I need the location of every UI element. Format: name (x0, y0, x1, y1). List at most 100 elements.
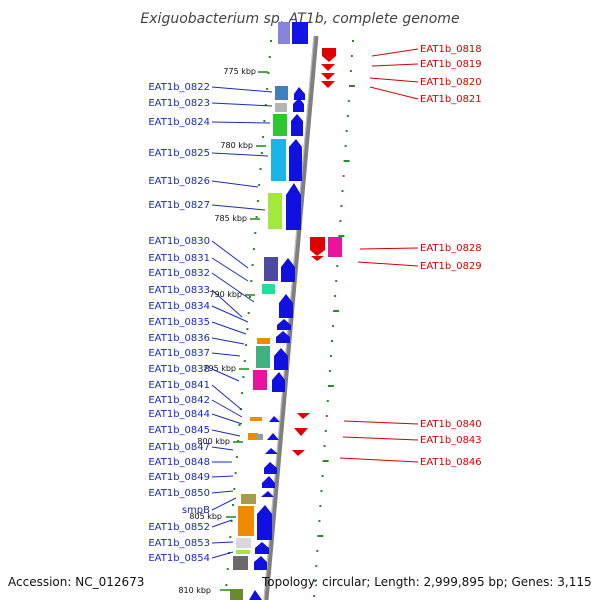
gene-arrow[interactable] (286, 183, 301, 230)
label-leader-line (211, 321, 247, 335)
gene-label[interactable]: EAT1b_0837 (148, 348, 210, 359)
label-leader-line (211, 102, 273, 107)
gene-arrow[interactable] (277, 319, 291, 330)
feature-block[interactable] (233, 556, 248, 570)
gene-label[interactable]: EAT1b_0829 (420, 261, 482, 272)
feature-block[interactable] (262, 284, 275, 294)
gene-arrow[interactable] (255, 542, 269, 554)
gene-label[interactable]: EAT1b_0842 (148, 395, 210, 406)
gene-arrow[interactable] (249, 590, 262, 600)
gene-label[interactable]: smpB (182, 505, 210, 516)
gene-label[interactable]: EAT1b_0827 (148, 200, 210, 211)
gene-label[interactable]: EAT1b_0820 (420, 77, 482, 88)
gene-label[interactable]: EAT1b_0847 (148, 442, 210, 453)
gene-arrow[interactable] (292, 450, 305, 456)
gene-arrow[interactable] (310, 237, 325, 256)
gene-label[interactable]: EAT1b_0825 (148, 148, 210, 159)
gene-label[interactable]: EAT1b_0823 (148, 98, 210, 109)
gene-arrow[interactable] (267, 433, 279, 440)
feature-block[interactable] (236, 538, 251, 548)
gene-label[interactable]: EAT1b_0821 (420, 94, 482, 105)
gc-dot (268, 56, 271, 58)
gene-arrow[interactable] (279, 294, 293, 318)
feature-block[interactable] (275, 86, 288, 100)
feature-block[interactable] (248, 433, 258, 440)
gene-arrow[interactable] (269, 416, 280, 422)
feature-block[interactable] (273, 114, 287, 136)
feature-block[interactable] (271, 139, 286, 181)
feature-block[interactable] (256, 434, 263, 440)
gene-label[interactable]: EAT1b_0846 (420, 457, 482, 468)
feature-block[interactable] (257, 338, 270, 344)
gene-label[interactable]: EAT1b_0853 (148, 538, 210, 549)
gene-arrow[interactable] (321, 81, 335, 88)
gene-arrow[interactable] (265, 448, 278, 454)
gene-label[interactable]: EAT1b_0824 (148, 117, 210, 128)
gene-arrow[interactable] (254, 556, 267, 570)
feature-block[interactable] (256, 346, 270, 368)
gene-label[interactable]: EAT1b_0819 (420, 59, 482, 70)
feature-block[interactable] (241, 494, 256, 504)
gene-arrow[interactable] (257, 505, 272, 540)
gene-label[interactable]: EAT1b_0838 (148, 364, 210, 375)
gene-label[interactable]: EAT1b_0818 (420, 44, 482, 55)
gene-arrow[interactable] (264, 462, 277, 474)
feature-block[interactable] (253, 370, 267, 390)
feature-block[interactable] (250, 417, 262, 421)
feature-block[interactable] (328, 237, 342, 257)
feature-block[interactable] (292, 22, 308, 44)
gene-label[interactable]: EAT1b_0848 (148, 457, 210, 468)
gc-dot (329, 355, 332, 357)
gene-arrow[interactable] (274, 348, 288, 370)
gene-arrow[interactable] (281, 258, 295, 282)
gc-dot (316, 550, 319, 552)
gene-label[interactable]: EAT1b_0850 (148, 488, 210, 499)
gene-label[interactable]: EAT1b_0854 (148, 553, 210, 564)
gc-dot (331, 340, 333, 342)
gene-arrow[interactable] (261, 491, 274, 497)
gene-arrow[interactable] (289, 139, 302, 181)
gene-arrow[interactable] (272, 372, 285, 392)
gene-arrow[interactable] (262, 476, 275, 488)
feature-block[interactable] (230, 589, 243, 600)
gene-label[interactable]: EAT1b_0844 (148, 409, 210, 420)
gene-arrow[interactable] (276, 331, 290, 343)
gene-label[interactable]: EAT1b_0841 (148, 380, 210, 391)
gene-label[interactable]: EAT1b_0831 (148, 253, 210, 264)
gene-label[interactable]: EAT1b_0835 (148, 317, 210, 328)
gene-label[interactable]: EAT1b_0836 (148, 333, 210, 344)
gene-arrow[interactable] (321, 73, 335, 80)
gene-arrow[interactable] (294, 87, 305, 100)
gene-arrow[interactable] (321, 64, 335, 71)
gene-label[interactable]: EAT1b_0845 (148, 425, 210, 436)
gene-label[interactable]: EAT1b_0849 (148, 472, 210, 483)
gene-label[interactable]: EAT1b_0828 (420, 243, 482, 254)
label-leader-line (211, 240, 249, 269)
gc-dot (260, 152, 263, 154)
gene-label[interactable]: EAT1b_0832 (148, 268, 210, 279)
gene-label[interactable]: EAT1b_0830 (148, 236, 210, 247)
feature-block[interactable] (268, 193, 282, 229)
gene-arrow[interactable] (294, 428, 308, 436)
gc-dot (234, 472, 237, 474)
label-leader-line (211, 497, 237, 511)
gene-arrow[interactable] (293, 98, 304, 112)
feature-block[interactable] (264, 257, 278, 281)
gene-arrow[interactable] (322, 48, 336, 62)
feature-block[interactable] (275, 103, 287, 112)
feature-block[interactable] (278, 22, 290, 44)
gene-label[interactable]: EAT1b_0852 (148, 522, 210, 533)
feature-block[interactable] (238, 506, 254, 536)
gene-label[interactable]: EAT1b_0843 (420, 435, 482, 446)
feature-block[interactable] (236, 550, 250, 554)
gene-label[interactable]: EAT1b_0822 (148, 82, 210, 93)
gene-label[interactable]: EAT1b_0840 (420, 419, 482, 430)
gene-arrow[interactable] (297, 413, 310, 419)
gene-label[interactable]: EAT1b_0834 (148, 301, 210, 312)
gene-arrow[interactable] (311, 256, 324, 261)
map-title: Exiguobacterium sp. AT1b, complete genom… (140, 11, 459, 27)
gene-label[interactable]: EAT1b_0826 (148, 176, 210, 187)
gene-label[interactable]: EAT1b_0833 (148, 285, 210, 296)
gene-arrow[interactable] (291, 114, 303, 136)
gc-dot (342, 175, 345, 177)
